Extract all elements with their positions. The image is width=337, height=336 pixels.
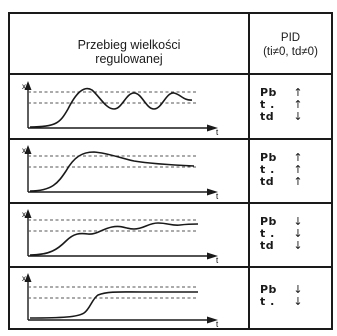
arrow-down-icon: ↓ (293, 215, 303, 228)
x-axis-arrow-icon (207, 316, 218, 324)
arrow-up-icon: ↑ (293, 175, 303, 188)
row-divider (10, 266, 331, 268)
y-axis-label: x (22, 210, 26, 219)
params-row-1: Pb ↑ t . ↑ td ↓ (260, 87, 330, 123)
row-divider (10, 138, 331, 140)
response-curve (29, 291, 198, 319)
x-axis-arrow-icon (207, 188, 218, 196)
param-label: t . (260, 163, 275, 176)
x-axis-label: t (216, 320, 219, 329)
header-pid-line2: (ti≠0, td≠0) (263, 46, 318, 58)
arrow-up-icon: ↑ (293, 86, 303, 99)
param-ti: t . ↓ (260, 228, 330, 240)
arrow-down-icon: ↓ (293, 110, 303, 123)
params-row-3: Pb ↓ t . ↓ td ↓ (260, 216, 330, 252)
arrow-down-icon: ↓ (293, 227, 303, 240)
param-td: td ↑ (260, 176, 330, 188)
param-label: Pb (260, 215, 277, 228)
arrow-up-icon: ↑ (293, 163, 303, 176)
param-label: Pb (260, 86, 277, 99)
y-axis-arrow-icon (24, 81, 32, 90)
x-axis-label: t (216, 256, 219, 265)
header-pid-line1: PID (280, 32, 301, 44)
arrow-down-icon: ↓ (293, 295, 303, 308)
y-axis-label: x (22, 82, 26, 91)
pid-tuning-table: Przebieg wielkości regulowanej PID (ti≠0… (8, 12, 333, 330)
response-plot-oscillating: x t (22, 81, 219, 137)
param-pb: Pb ↑ (260, 87, 330, 99)
x-axis-arrow-icon (207, 124, 218, 132)
arrow-up-icon: ↑ (293, 98, 303, 111)
header-response: Przebieg wielkości regulowanej (10, 38, 248, 66)
response-plot-overshoot: x t (22, 145, 219, 201)
param-label: t . (260, 227, 275, 240)
arrow-down-icon: ↓ (293, 283, 303, 296)
param-td: td ↓ (260, 111, 330, 123)
response-curve (29, 222, 199, 256)
param-label: td (260, 110, 275, 123)
param-label: td (260, 239, 275, 252)
param-label: td (260, 175, 275, 188)
y-axis-label: x (22, 146, 26, 155)
param-pb: Pb ↑ (260, 152, 330, 164)
arrow-down-icon: ↓ (293, 239, 303, 252)
header-response-line2: regulowanej (95, 52, 163, 66)
param-label: Pb (260, 283, 277, 296)
arrow-up-icon: ↑ (293, 151, 303, 164)
x-axis-arrow-icon (207, 252, 218, 260)
response-plot-damped: x t (22, 209, 219, 265)
header-pid: PID (ti≠0, td≠0) (250, 31, 331, 59)
params-row-2: Pb ↑ t . ↑ td ↑ (260, 152, 330, 188)
response-curve (29, 87, 193, 128)
y-axis-arrow-icon (24, 209, 32, 218)
response-plot-slow-step: x t (22, 273, 219, 329)
header-response-line1: Przebieg wielkości (77, 38, 181, 52)
param-label: t . (260, 295, 275, 308)
column-divider (248, 14, 250, 328)
param-label: Pb (260, 151, 277, 164)
y-axis-label: x (22, 274, 26, 283)
param-pb: Pb ↓ (260, 216, 330, 228)
param-ti: t . ↑ (260, 164, 330, 176)
y-axis-arrow-icon (24, 273, 32, 282)
x-axis-label: t (216, 192, 219, 201)
params-row-4: Pb ↓ t . ↓ (260, 284, 330, 308)
param-pb: Pb ↓ (260, 284, 330, 296)
param-label: t . (260, 98, 275, 111)
param-ti: t . ↓ (260, 296, 330, 308)
param-td: td ↓ (260, 240, 330, 252)
x-axis-label: t (216, 128, 219, 137)
y-axis-arrow-icon (24, 145, 32, 154)
row-divider (10, 73, 331, 75)
row-divider (10, 202, 331, 204)
response-curve (29, 151, 195, 192)
param-ti: t . ↑ (260, 99, 330, 111)
